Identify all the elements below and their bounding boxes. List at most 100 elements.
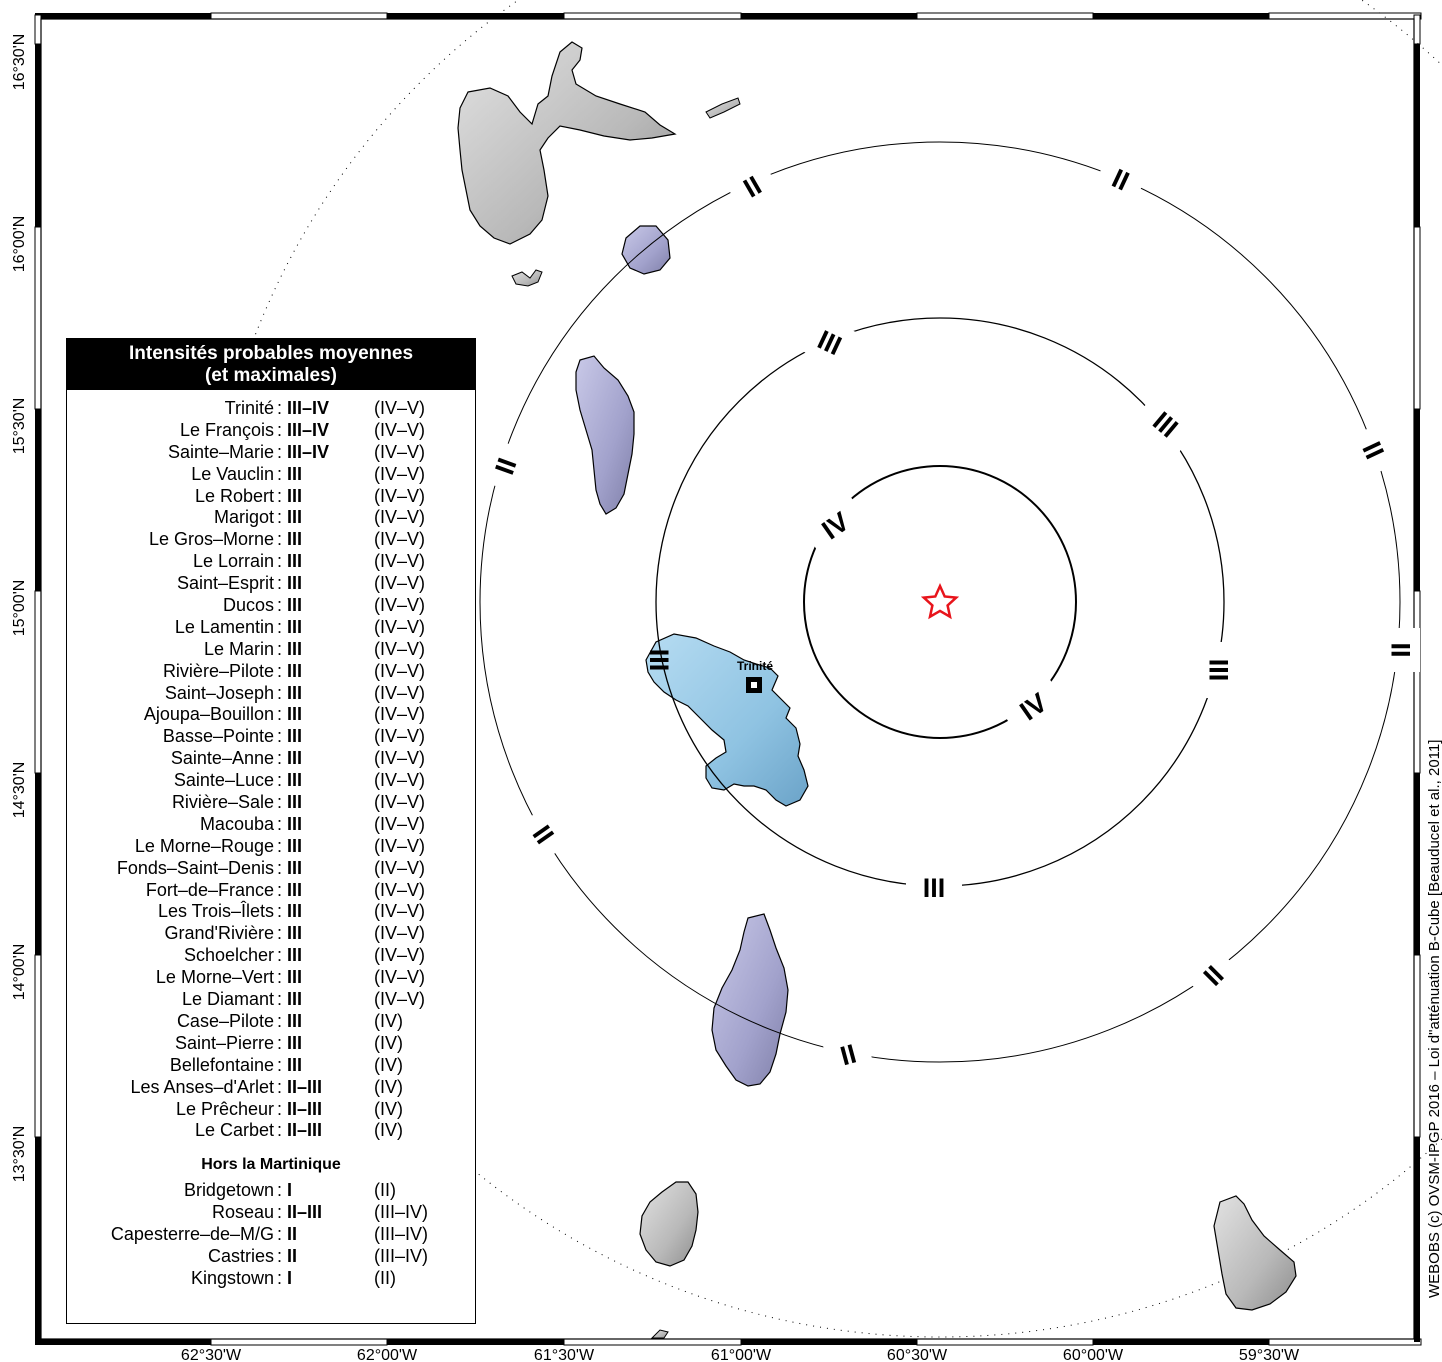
legend-row-max-intensity: (IV–V) (374, 770, 426, 791)
legend-row: Le Marin: III (IV–V) (67, 639, 475, 661)
lon-label: 61°00'W (711, 1347, 772, 1362)
legend-row-separator: : (277, 529, 283, 550)
legend-row-mean-intensity: II (287, 1224, 298, 1245)
legend-row-max-intensity: (IV) (374, 1076, 403, 1097)
legend-row-separator: : (277, 1245, 283, 1266)
legend-row: Le Robert: III (IV–V) (67, 486, 475, 508)
legend-row-mean-intensity: I (287, 1180, 293, 1201)
legend-row-mean-intensity: III (287, 1010, 303, 1031)
legend-row-name: Kingstown (190, 1267, 274, 1288)
legend-row-max-intensity: (IV–V) (374, 529, 426, 550)
legend-row-separator: : (277, 441, 283, 462)
city-label-trinite: Trinité (737, 659, 773, 673)
legend-row: Marigot: III (IV–V) (67, 507, 475, 529)
legend-row-max-intensity: (IV–V) (374, 595, 426, 616)
legend-row-max-intensity: (IV–V) (374, 551, 426, 572)
legend-row-separator: : (277, 1032, 283, 1053)
legend-row-mean-intensity: III (287, 748, 303, 769)
lon-label: 61°30'W (534, 1347, 595, 1362)
legend-row-max-intensity: (IV–V) (374, 989, 426, 1010)
island-saint-vincent (639, 1181, 699, 1267)
map-frame (34, 12, 1422, 1346)
legend-row-mean-intensity: III (287, 1054, 303, 1075)
legend-row-mean-intensity: III (287, 813, 303, 834)
legend-row-name: Le Diamant (181, 989, 274, 1010)
legend-title-line1: Intensités probables moyennes (128, 343, 414, 364)
legend-row-max-intensity: (IV–V) (374, 419, 426, 440)
legend-row: Le Prêcheur: II–III (IV) (67, 1099, 475, 1121)
legend-row-max-intensity: (IV–V) (374, 485, 426, 506)
intensity-ring-ii (479, 141, 1401, 1063)
legend-row-name: Saint–Esprit (176, 573, 274, 594)
legend-row-max-intensity: (IV–V) (374, 638, 426, 659)
legend-row-separator: : (277, 1010, 283, 1031)
legend-row-name: Le Vauclin (191, 463, 274, 484)
legend-row-separator: : (277, 967, 283, 988)
legend-row-name: Sainte–Luce (173, 770, 274, 791)
legend-row-separator: : (277, 660, 283, 681)
legend-row: Ajoupa–Bouillon: III (IV–V) (67, 704, 475, 726)
legend-row-name: Les Anses–d'Arlet (130, 1076, 274, 1097)
ring-label-iii: III (923, 873, 946, 903)
epicenter-star-icon[interactable] (920, 582, 960, 620)
legend-row-max-intensity: (IV) (374, 1010, 403, 1031)
legend-row-separator: : (277, 945, 283, 966)
legend-row-mean-intensity: II (287, 1245, 298, 1266)
legend-row-max-intensity: (IV) (374, 1032, 403, 1053)
legend-row-separator: : (277, 989, 283, 1010)
legend-row-separator: : (277, 835, 283, 856)
legend-row-separator: : (277, 1054, 283, 1075)
legend-row-name: Ducos (222, 595, 274, 616)
legend-row-max-intensity: (IV–V) (374, 398, 426, 418)
legend-row: Schoelcher: III (IV–V) (67, 945, 475, 967)
legend-row-mean-intensity: III (287, 485, 303, 506)
legend-row-max-intensity: (II) (374, 1180, 396, 1201)
legend-title-line2: (et maximales) (204, 365, 337, 386)
legend-row-name: Les Trois–Îlets (157, 901, 274, 922)
island-saint-lucia (711, 913, 789, 1087)
legend-martinique-list: Trinité: III–IV (IV–V) Le François: III–IV (I… (67, 398, 475, 1142)
legend-row-mean-intensity: I (287, 1267, 293, 1288)
ring-labels-ii: II II II II II II II II (478, 152, 1420, 1080)
legend-row: Kingstown: I (II) (67, 1268, 475, 1290)
legend-row: Le Vauclin: III (IV–V) (67, 464, 475, 486)
legend-row-name: Fonds–Saint–Denis (116, 857, 274, 878)
legend-row-name: Bridgetown (183, 1180, 274, 1201)
legend-row-name: Rivière–Sale (171, 792, 274, 813)
legend-row-separator: : (277, 1224, 283, 1245)
island-martinique (645, 633, 809, 807)
legend-row-name: Rivière–Pilote (162, 660, 274, 681)
legend-row: Saint–Joseph: III (IV–V) (67, 683, 475, 705)
legend-row-separator: : (277, 463, 283, 484)
legend-row-mean-intensity: III–IV (287, 398, 330, 418)
legend-row-separator: : (277, 485, 283, 506)
credit-text: WEBOBS (c) OVSM-IPGP 2016 – Loi d"atténu… (1426, 740, 1442, 1298)
legend-row-name: Fort–de–France (145, 879, 274, 900)
legend-row: Capesterre–de–M/G: II (III–IV) (67, 1224, 475, 1246)
legend-row-mean-intensity: III (287, 682, 303, 703)
lat-label: 15°30'N (11, 398, 28, 455)
legend-row-separator: : (277, 1120, 283, 1141)
city-marker-trinite[interactable]: Trinité (737, 659, 773, 693)
ring-label-iii: III (1204, 659, 1234, 682)
legend-row-max-intensity: (IV–V) (374, 682, 426, 703)
legend-row-max-intensity: (III–IV) (374, 1245, 429, 1266)
legend-row-max-intensity: (IV–V) (374, 923, 426, 944)
legend-row: Rivière–Sale: III (IV–V) (67, 792, 475, 814)
legend-row-separator: : (277, 1098, 283, 1119)
legend-outside-list: Bridgetown: I (II) Roseau: II–III (III–IV) Cap… (67, 1180, 475, 1289)
legend-row: Sainte–Luce: III (IV–V) (67, 770, 475, 792)
legend-row-name: Saint–Pierre (174, 1032, 274, 1053)
legend-row-separator: : (277, 551, 283, 572)
legend-row-name: Ajoupa–Bouillon (143, 704, 274, 725)
legend-row-name: Sainte–Marie (167, 441, 274, 462)
legend-row-name: Saint–Joseph (164, 682, 274, 703)
legend-row: Le Lorrain: III (IV–V) (67, 551, 475, 573)
legend-row-separator: : (277, 726, 283, 747)
legend-row-mean-intensity: III (287, 595, 303, 616)
legend-row-max-intensity: (IV) (374, 1120, 403, 1141)
legend-row-separator: : (277, 419, 283, 440)
legend-row: Le Lamentin: III (IV–V) (67, 617, 475, 639)
island-barbados (1213, 1195, 1297, 1311)
island-guadeloupe (457, 41, 677, 245)
